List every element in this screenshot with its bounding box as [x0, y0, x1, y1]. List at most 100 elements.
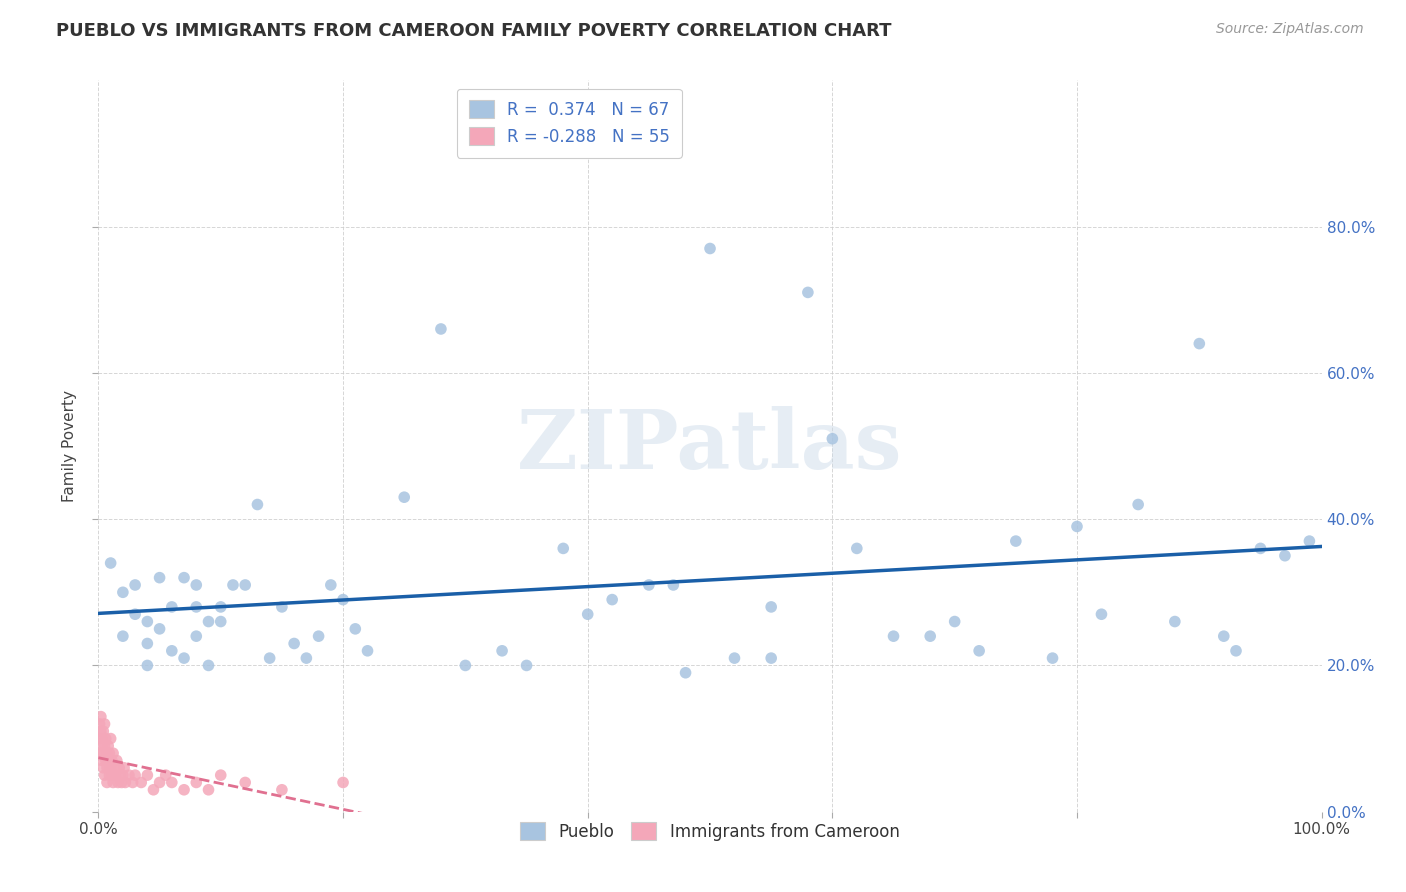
Point — [662, 578, 685, 592]
Text: Source: ZipAtlas.com: Source: ZipAtlas.com — [1216, 22, 1364, 37]
Point — [97, 739, 120, 753]
Point — [90, 724, 112, 739]
Point — [1188, 336, 1211, 351]
Point — [90, 709, 112, 723]
Point — [91, 739, 114, 753]
Point — [344, 622, 367, 636]
Point — [222, 578, 245, 592]
Point — [173, 782, 195, 797]
Point — [576, 607, 599, 622]
Point — [1225, 644, 1247, 658]
Point — [430, 322, 453, 336]
Point — [761, 651, 783, 665]
Point — [108, 761, 131, 775]
Point — [920, 629, 942, 643]
Y-axis label: Family Poverty: Family Poverty — [62, 390, 77, 502]
Point — [1249, 541, 1271, 556]
Point — [111, 629, 134, 643]
Text: PUEBLO VS IMMIGRANTS FROM CAMEROON FAMILY POVERTY CORRELATION CHART: PUEBLO VS IMMIGRANTS FROM CAMEROON FAMIL… — [56, 22, 891, 40]
Point — [103, 761, 125, 775]
Point — [136, 615, 159, 629]
Point — [943, 615, 966, 629]
Point — [100, 731, 122, 746]
Point — [93, 717, 115, 731]
Point — [101, 768, 124, 782]
Point — [91, 754, 114, 768]
Point — [1066, 519, 1088, 533]
Point — [94, 754, 117, 768]
Point — [114, 775, 136, 789]
Point — [160, 599, 183, 614]
Point — [1274, 549, 1296, 563]
Point — [89, 717, 111, 731]
Point — [761, 599, 783, 614]
Point — [515, 658, 537, 673]
Point — [454, 658, 477, 673]
Text: ZIPatlas: ZIPatlas — [517, 406, 903, 486]
Point — [93, 739, 115, 753]
Point — [91, 761, 114, 775]
Point — [136, 768, 159, 782]
Point — [845, 541, 868, 556]
Point — [118, 768, 141, 782]
Point — [91, 724, 114, 739]
Point — [1090, 607, 1112, 622]
Point — [96, 746, 118, 760]
Point — [233, 775, 256, 789]
Point — [155, 768, 177, 782]
Point — [101, 754, 124, 768]
Point — [246, 498, 269, 512]
Point — [270, 782, 294, 797]
Point — [105, 754, 128, 768]
Point — [209, 599, 232, 614]
Point — [97, 754, 120, 768]
Point — [124, 607, 146, 622]
Point — [197, 782, 219, 797]
Point — [356, 644, 378, 658]
Point — [111, 775, 134, 789]
Point — [233, 578, 256, 592]
Point — [553, 541, 575, 556]
Point — [173, 571, 195, 585]
Point — [186, 578, 208, 592]
Point — [209, 768, 232, 782]
Point — [100, 761, 122, 775]
Legend: Pueblo, Immigrants from Cameroon: Pueblo, Immigrants from Cameroon — [510, 813, 910, 851]
Point — [637, 578, 661, 592]
Point — [142, 782, 165, 797]
Point — [149, 775, 172, 789]
Point — [259, 651, 281, 665]
Point — [91, 731, 114, 746]
Point — [883, 629, 905, 643]
Point — [149, 571, 172, 585]
Point — [96, 761, 118, 775]
Point — [173, 651, 195, 665]
Point — [1128, 498, 1150, 512]
Point — [129, 775, 152, 789]
Point — [111, 768, 134, 782]
Point — [100, 556, 122, 570]
Point — [1004, 534, 1026, 549]
Point — [124, 578, 146, 592]
Point — [101, 775, 124, 789]
Point — [1042, 651, 1064, 665]
Point — [186, 599, 208, 614]
Point — [101, 746, 124, 760]
Point — [491, 644, 513, 658]
Point — [319, 578, 342, 592]
Point — [93, 768, 115, 782]
Point — [283, 636, 305, 650]
Point — [392, 490, 416, 504]
Point — [332, 775, 354, 789]
Point — [967, 644, 990, 658]
Point — [89, 731, 111, 746]
Point — [332, 592, 354, 607]
Point — [1164, 615, 1187, 629]
Point — [104, 768, 127, 782]
Point — [186, 775, 208, 789]
Point — [197, 658, 219, 673]
Point — [107, 775, 129, 789]
Point — [723, 651, 745, 665]
Point — [1212, 629, 1234, 643]
Point — [96, 775, 118, 789]
